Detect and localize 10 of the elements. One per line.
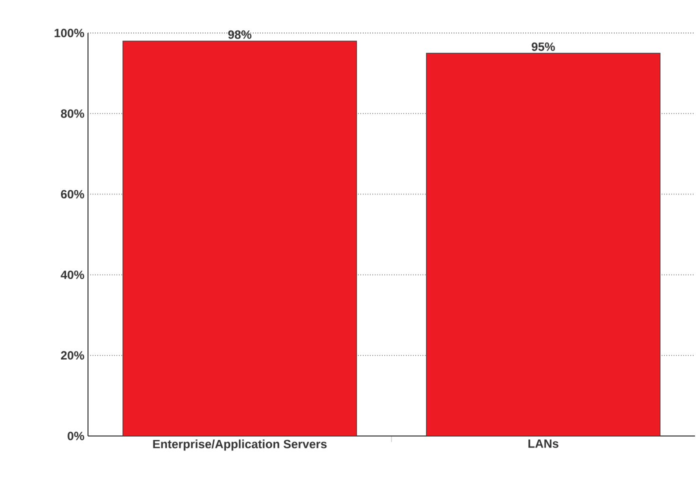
y-tick-label: 80% [60, 109, 84, 118]
x-tick-label: Enterprise/Application Servers [153, 440, 327, 451]
y-tick-label: 100% [54, 28, 84, 38]
x-tick-label: LANs [528, 440, 558, 448]
y-tick-label: 60% [60, 190, 84, 198]
y-tick-label: 40% [60, 270, 84, 280]
y-tick-label: 20% [60, 351, 84, 360]
data-label: 95% [532, 42, 555, 51]
y-tick-label: 0% [68, 432, 84, 440]
data-label: 98% [228, 30, 252, 39]
